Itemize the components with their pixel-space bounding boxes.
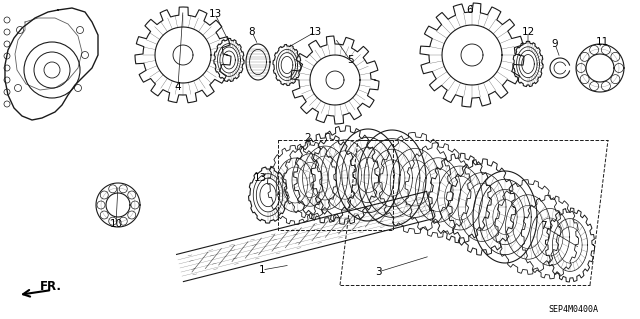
Text: 13: 13 (253, 173, 267, 183)
Text: 7: 7 (540, 221, 547, 231)
Text: 6: 6 (467, 5, 474, 15)
Bar (278, 140, 393, 230)
Text: 8: 8 (249, 27, 255, 37)
Text: 12: 12 (522, 27, 534, 37)
Text: 10: 10 (109, 219, 123, 229)
Text: 2: 2 (305, 133, 311, 143)
Text: 13: 13 (209, 9, 221, 19)
Text: 5: 5 (347, 55, 353, 65)
Text: SEP4M0400A: SEP4M0400A (548, 306, 598, 315)
Text: 3: 3 (374, 267, 381, 277)
Text: 11: 11 (595, 37, 609, 47)
Text: 13: 13 (308, 27, 322, 37)
Text: 4: 4 (175, 82, 181, 92)
Text: 9: 9 (552, 39, 558, 49)
Text: FR.: FR. (40, 280, 62, 293)
Text: 1: 1 (259, 265, 266, 275)
